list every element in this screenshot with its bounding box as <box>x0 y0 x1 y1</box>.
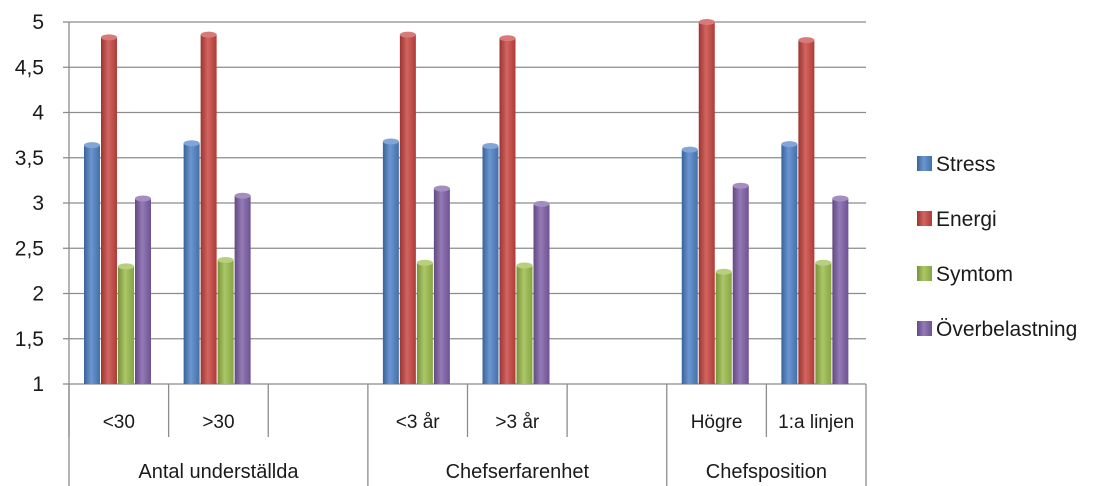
bar-cap <box>698 19 715 25</box>
x-tick-label: 1:a linjen <box>778 412 854 433</box>
bar-cap <box>433 185 450 192</box>
bar-cap <box>516 262 533 269</box>
x-group-label: Chefsposition <box>706 461 827 483</box>
bar-stress-6 <box>681 149 698 384</box>
y-tick-label: 2,5 <box>15 237 44 260</box>
x-group-label: Chefserfarenhet <box>446 461 590 483</box>
bar-cap <box>217 257 234 264</box>
x-tick-label: <3 år <box>396 412 441 433</box>
bar--verbelastning-4 <box>533 203 550 384</box>
x-tick-label: Högre <box>691 412 743 433</box>
legend-label: Överbelastning <box>936 318 1077 341</box>
x-tick-label: <30 <box>103 412 135 433</box>
bar--verbelastning-7 <box>832 198 849 384</box>
bar-cap <box>681 146 698 153</box>
legend-label: Symtom <box>936 263 1013 286</box>
y-tick-label: 4,5 <box>15 56 44 79</box>
bar-cap <box>798 37 815 44</box>
y-tick-label: 5 <box>32 11 44 34</box>
bar-cap <box>200 31 217 38</box>
bar-stress-0 <box>84 145 100 384</box>
legend-swatch <box>917 266 932 281</box>
y-tick-label: 3 <box>32 192 44 215</box>
bar-stress-3 <box>382 141 399 384</box>
bar-cap <box>499 35 516 42</box>
bar-cap <box>84 142 100 149</box>
bar-stress-1 <box>183 143 200 384</box>
y-tick-label: 4 <box>32 102 44 125</box>
bar-symtom-6 <box>715 271 732 384</box>
bar-cap <box>183 140 200 147</box>
bar-symtom-7 <box>815 262 832 384</box>
x-axis: <30 >30 <3 år >3 år Högre 1:a linjen Antal und… <box>68 384 867 486</box>
bar-cap <box>482 142 499 149</box>
bar-cap <box>815 259 832 266</box>
bar--verbelastning-6 <box>732 185 749 384</box>
x-tick-label: >3 år <box>495 412 540 433</box>
x-tick-label: >30 <box>202 412 234 433</box>
bar-cap <box>382 138 399 145</box>
bar-cap <box>781 141 798 148</box>
y-tick-label: 1 <box>32 373 44 396</box>
bar-energi-0 <box>101 37 117 384</box>
bar--verbelastning-3 <box>433 188 450 384</box>
legend-swatch <box>917 211 932 226</box>
bar-cap <box>832 195 849 202</box>
bar-stress-7 <box>781 144 798 384</box>
legend-swatch <box>917 156 932 171</box>
legend-label: Stress <box>936 153 996 176</box>
bar-energi-4 <box>499 38 516 384</box>
bar-cap <box>533 200 550 207</box>
legend-swatch <box>917 321 932 336</box>
bar-energi-6 <box>698 22 715 384</box>
bars <box>84 19 849 385</box>
bar-symtom-1 <box>217 260 234 384</box>
bar-energi-3 <box>399 34 416 385</box>
bar--verbelastning-1 <box>234 195 251 384</box>
bar-cap <box>732 182 749 189</box>
bar-cap <box>715 268 732 275</box>
bar-stress-4 <box>482 145 499 384</box>
bar-energi-1 <box>200 34 217 385</box>
bar-symtom-4 <box>516 265 533 384</box>
bar-cap <box>118 263 134 270</box>
bar-cap <box>416 259 433 266</box>
x-group-label: Antal underställda <box>138 461 299 483</box>
bar--verbelastning-0 <box>135 198 151 384</box>
y-tick-label: 1,5 <box>15 328 44 351</box>
bar-symtom-0 <box>118 266 134 384</box>
y-tick-label: 2 <box>32 283 44 306</box>
bar-cap <box>135 195 151 202</box>
bar-cap <box>234 192 251 199</box>
legend-label: Energi <box>936 208 997 231</box>
bar-symtom-3 <box>416 262 433 384</box>
bar-energi-7 <box>798 40 815 384</box>
bar-cap <box>101 34 117 41</box>
legend: Stress Energi Symtom Överbelastning <box>917 153 1077 341</box>
y-tick-label: 3,5 <box>15 147 44 170</box>
bar-cap <box>399 31 416 38</box>
y-axis-ticks: 1 1,5 2 2,5 3 3,5 4 4,5 5 <box>15 11 45 396</box>
